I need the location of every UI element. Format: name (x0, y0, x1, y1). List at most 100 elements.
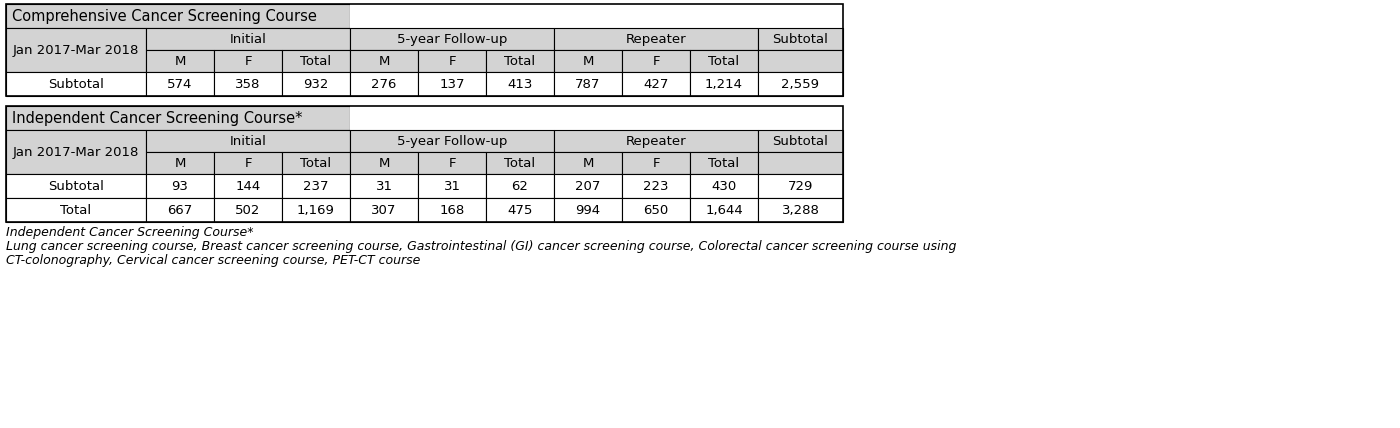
Bar (146, 72, 214, 96)
Bar (554, 28, 757, 50)
Bar (214, 152, 281, 174)
Bar (554, 72, 622, 96)
Text: Initial: Initial (230, 33, 266, 45)
Bar (554, 152, 622, 174)
Text: Independent Cancer Screening Course*: Independent Cancer Screening Course* (6, 226, 253, 239)
Text: M: M (582, 157, 594, 169)
Text: 1,644: 1,644 (706, 203, 743, 217)
Bar (146, 50, 214, 72)
Text: 667: 667 (168, 203, 193, 217)
Bar (622, 174, 690, 198)
Text: 475: 475 (507, 203, 532, 217)
Text: F: F (652, 157, 659, 169)
Text: F: F (244, 157, 252, 169)
Text: 93: 93 (172, 179, 189, 193)
Text: Comprehensive Cancer Screening Course: Comprehensive Cancer Screening Course (13, 9, 316, 24)
Text: Total: Total (504, 157, 536, 169)
Bar (6, 198, 146, 222)
Text: CT-colonography, Cervical cancer screening course, PET-CT course: CT-colonography, Cervical cancer screeni… (6, 254, 420, 267)
Bar (622, 152, 690, 174)
Text: 237: 237 (304, 179, 329, 193)
Text: 5-year Follow-up: 5-year Follow-up (396, 33, 507, 45)
Text: 413: 413 (507, 77, 532, 90)
Bar (214, 174, 281, 198)
Bar (6, 106, 843, 222)
Bar (281, 198, 350, 222)
Text: 932: 932 (304, 77, 329, 90)
Bar (757, 198, 843, 222)
Bar (486, 50, 554, 72)
Bar (350, 50, 419, 72)
Bar (554, 174, 622, 198)
Bar (554, 198, 622, 222)
Bar (350, 72, 419, 96)
Text: Repeater: Repeater (626, 33, 686, 45)
Bar (622, 72, 690, 96)
Bar (350, 174, 419, 198)
Text: 1,169: 1,169 (297, 203, 335, 217)
Bar (690, 72, 757, 96)
Bar (281, 152, 350, 174)
Bar (757, 50, 843, 72)
Text: 502: 502 (235, 203, 260, 217)
Text: Lung cancer screening course, Breast cancer screening course, Gastrointestinal (: Lung cancer screening course, Breast can… (6, 240, 956, 253)
Bar (419, 198, 486, 222)
Text: 358: 358 (235, 77, 260, 90)
Text: 427: 427 (644, 77, 669, 90)
Text: 137: 137 (440, 77, 465, 90)
Text: Initial: Initial (230, 134, 266, 148)
Bar (622, 198, 690, 222)
Bar (350, 198, 419, 222)
Text: Total: Total (708, 157, 739, 169)
Text: 276: 276 (371, 77, 396, 90)
Bar (419, 174, 486, 198)
Bar (146, 28, 350, 50)
Text: 223: 223 (643, 179, 669, 193)
Bar (350, 4, 843, 28)
Text: M: M (582, 54, 594, 68)
Text: Subtotal: Subtotal (773, 33, 829, 45)
Bar (554, 130, 757, 152)
Text: 144: 144 (235, 179, 260, 193)
Bar (350, 106, 843, 130)
Text: 2,559: 2,559 (781, 77, 819, 90)
Bar (757, 174, 843, 198)
Bar (146, 198, 214, 222)
Text: 31: 31 (444, 179, 461, 193)
Text: 207: 207 (575, 179, 601, 193)
Bar (350, 130, 554, 152)
Text: Jan 2017-Mar 2018: Jan 2017-Mar 2018 (13, 44, 139, 56)
Bar (554, 50, 622, 72)
Bar (757, 130, 843, 152)
Bar (214, 50, 281, 72)
Bar (622, 50, 690, 72)
Text: 1,214: 1,214 (706, 77, 743, 90)
Text: Subtotal: Subtotal (48, 77, 104, 90)
Bar (6, 28, 146, 72)
Text: 31: 31 (375, 179, 392, 193)
Bar (6, 106, 350, 130)
Text: 729: 729 (788, 179, 813, 193)
Text: M: M (175, 54, 186, 68)
Text: 3,288: 3,288 (781, 203, 819, 217)
Text: Repeater: Repeater (626, 134, 686, 148)
Bar (146, 174, 214, 198)
Bar (281, 174, 350, 198)
Bar (757, 28, 843, 50)
Bar (6, 174, 146, 198)
Text: Subtotal: Subtotal (48, 179, 104, 193)
Bar (486, 152, 554, 174)
Bar (419, 72, 486, 96)
Text: M: M (378, 157, 389, 169)
Bar (690, 152, 757, 174)
Text: Jan 2017-Mar 2018: Jan 2017-Mar 2018 (13, 146, 139, 158)
Bar (350, 152, 419, 174)
Bar (6, 4, 843, 96)
Bar (486, 198, 554, 222)
Bar (214, 198, 281, 222)
Text: F: F (244, 54, 252, 68)
Bar (6, 4, 350, 28)
Text: M: M (378, 54, 389, 68)
Text: Total: Total (504, 54, 536, 68)
Text: Total: Total (301, 157, 332, 169)
